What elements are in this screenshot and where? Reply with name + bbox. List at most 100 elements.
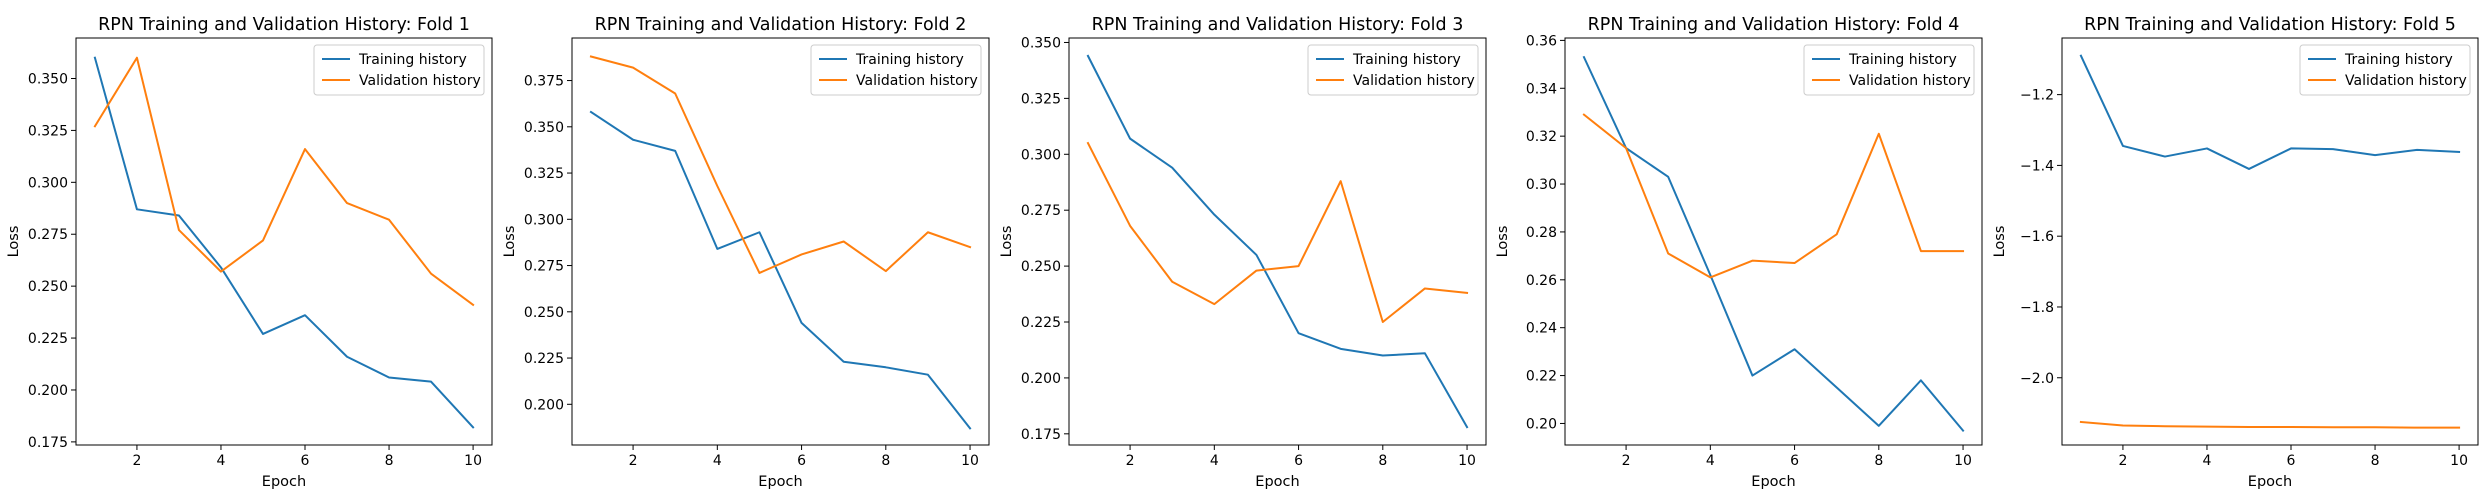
legend-label: Validation history (1849, 73, 1971, 89)
y-tick-label: 0.250 (1021, 259, 1061, 275)
x-tick-label: 2 (1126, 453, 1135, 469)
series-line-validation (1086, 141, 1469, 324)
y-axis-label: Loss (1992, 226, 2008, 258)
x-tick-label: 2 (1622, 453, 1631, 469)
y-tick-label: 0.250 (524, 305, 564, 321)
series-line-training (93, 56, 475, 429)
x-tick-label: 10 (2450, 453, 2468, 469)
legend-label: Training history (1848, 52, 1957, 68)
x-axis-label: Epoch (2248, 474, 2292, 490)
y-tick-label: 0.375 (524, 74, 564, 90)
chart-title: RPN Training and Validation History: Fol… (1092, 15, 1464, 35)
series-line-validation (1582, 113, 1965, 279)
legend: Training history Validation history (2299, 44, 2471, 96)
axes-frame (75, 37, 493, 446)
y-tick-label: 0.175 (28, 435, 68, 451)
legend-label: Validation history (856, 73, 978, 89)
y-tick-label: 0.300 (28, 175, 68, 191)
chart-fold-3: RPN Training and Validation History: Fol… (999, 15, 1487, 490)
y-tick-label: 0.350 (28, 71, 68, 87)
y-tick-label: 0.175 (1021, 427, 1061, 443)
chart-fold-5: RPN Training and Validation History: Fol… (1992, 15, 2479, 490)
series-line-training (589, 110, 972, 430)
x-tick-label: 2 (2118, 453, 2127, 469)
axes-frame (571, 37, 990, 446)
series-line-validation (93, 56, 475, 307)
legend-label: Training history (1352, 52, 1461, 68)
legend-label: Validation history (359, 73, 481, 89)
legend-box (313, 44, 485, 96)
x-tick-label: 4 (1210, 453, 1219, 469)
series-line-validation (589, 55, 972, 274)
x-tick-label: 8 (1874, 453, 1883, 469)
axes-frame (1068, 37, 1487, 446)
y-tick-label: 0.275 (28, 227, 68, 243)
legend: Training history Validation history (313, 44, 485, 96)
series-line-training (1582, 55, 1965, 433)
x-tick-label: 4 (2203, 453, 2212, 469)
x-axis-label: Epoch (758, 474, 802, 490)
y-tick-label: 0.350 (1021, 35, 1061, 51)
y-tick-label: 0.225 (524, 351, 564, 367)
y-tick-label: 0.28 (1526, 225, 1557, 241)
y-tick-label: 0.24 (1526, 321, 1557, 337)
x-tick-label: 8 (1378, 453, 1387, 469)
y-tick-label: 0.34 (1526, 81, 1557, 97)
x-tick-label: 8 (881, 453, 890, 469)
legend-box (2299, 44, 2471, 96)
axes-frame (2061, 37, 2479, 446)
y-tick-label: 0.225 (28, 331, 68, 347)
x-tick-label: 6 (1294, 453, 1303, 469)
x-tick-label: 10 (1458, 453, 1476, 469)
x-tick-label: 10 (464, 453, 482, 469)
y-tick-label: −1.2 (2020, 88, 2054, 104)
y-tick-label: 0.200 (28, 383, 68, 399)
legend-box (1803, 44, 1975, 96)
y-tick-label: 0.275 (524, 259, 564, 275)
y-tick-label: 0.22 (1526, 369, 1557, 385)
chart-title: RPN Training and Validation History: Fol… (2084, 15, 2456, 35)
x-tick-label: 6 (301, 453, 310, 469)
legend-label: Validation history (1353, 73, 1475, 89)
axes-frame (1564, 37, 1983, 446)
x-axis-label: Epoch (262, 474, 306, 490)
legend-box (810, 44, 982, 96)
series-line-validation (2079, 420, 2461, 429)
y-axis-label: Loss (999, 226, 1015, 258)
y-tick-label: 0.300 (524, 212, 564, 228)
y-tick-label: 0.36 (1526, 33, 1557, 49)
y-tick-label: 0.350 (524, 120, 564, 136)
series-line-training (1086, 54, 1469, 429)
y-tick-label: −1.6 (2020, 229, 2054, 245)
legend: Training history Validation history (1803, 44, 1975, 96)
legend: Training history Validation history (810, 44, 982, 96)
legend-label: Training history (358, 52, 467, 68)
x-tick-label: 6 (2287, 453, 2296, 469)
chart-title: RPN Training and Validation History: Fol… (1588, 15, 1960, 35)
y-tick-label: 0.200 (524, 397, 564, 413)
y-tick-label: 0.325 (524, 166, 564, 182)
x-tick-label: 4 (217, 453, 226, 469)
x-axis-label: Epoch (1751, 474, 1795, 490)
y-tick-label: −1.4 (2020, 158, 2054, 174)
x-tick-label: 4 (713, 453, 722, 469)
x-tick-label: 4 (1706, 453, 1715, 469)
legend-box (1307, 44, 1479, 96)
chart-fold-2: RPN Training and Validation History: Fol… (502, 15, 990, 490)
legend-label: Validation history (2345, 73, 2467, 89)
y-axis-label: Loss (1495, 226, 1511, 258)
y-tick-label: 0.325 (1021, 91, 1061, 107)
y-tick-label: 0.200 (1021, 371, 1061, 387)
y-tick-label: 0.20 (1526, 416, 1557, 432)
y-tick-label: 0.26 (1526, 273, 1557, 289)
chart-fold-4: RPN Training and Validation History: Fol… (1495, 15, 1983, 490)
x-tick-label: 6 (797, 453, 806, 469)
series-line-training (2079, 54, 2461, 170)
x-tick-label: 6 (1790, 453, 1799, 469)
x-tick-label: 10 (1954, 453, 1972, 469)
y-axis-label: Loss (6, 226, 22, 258)
y-tick-label: 0.300 (1021, 147, 1061, 163)
y-tick-label: 0.325 (28, 123, 68, 139)
x-tick-label: 10 (961, 453, 979, 469)
